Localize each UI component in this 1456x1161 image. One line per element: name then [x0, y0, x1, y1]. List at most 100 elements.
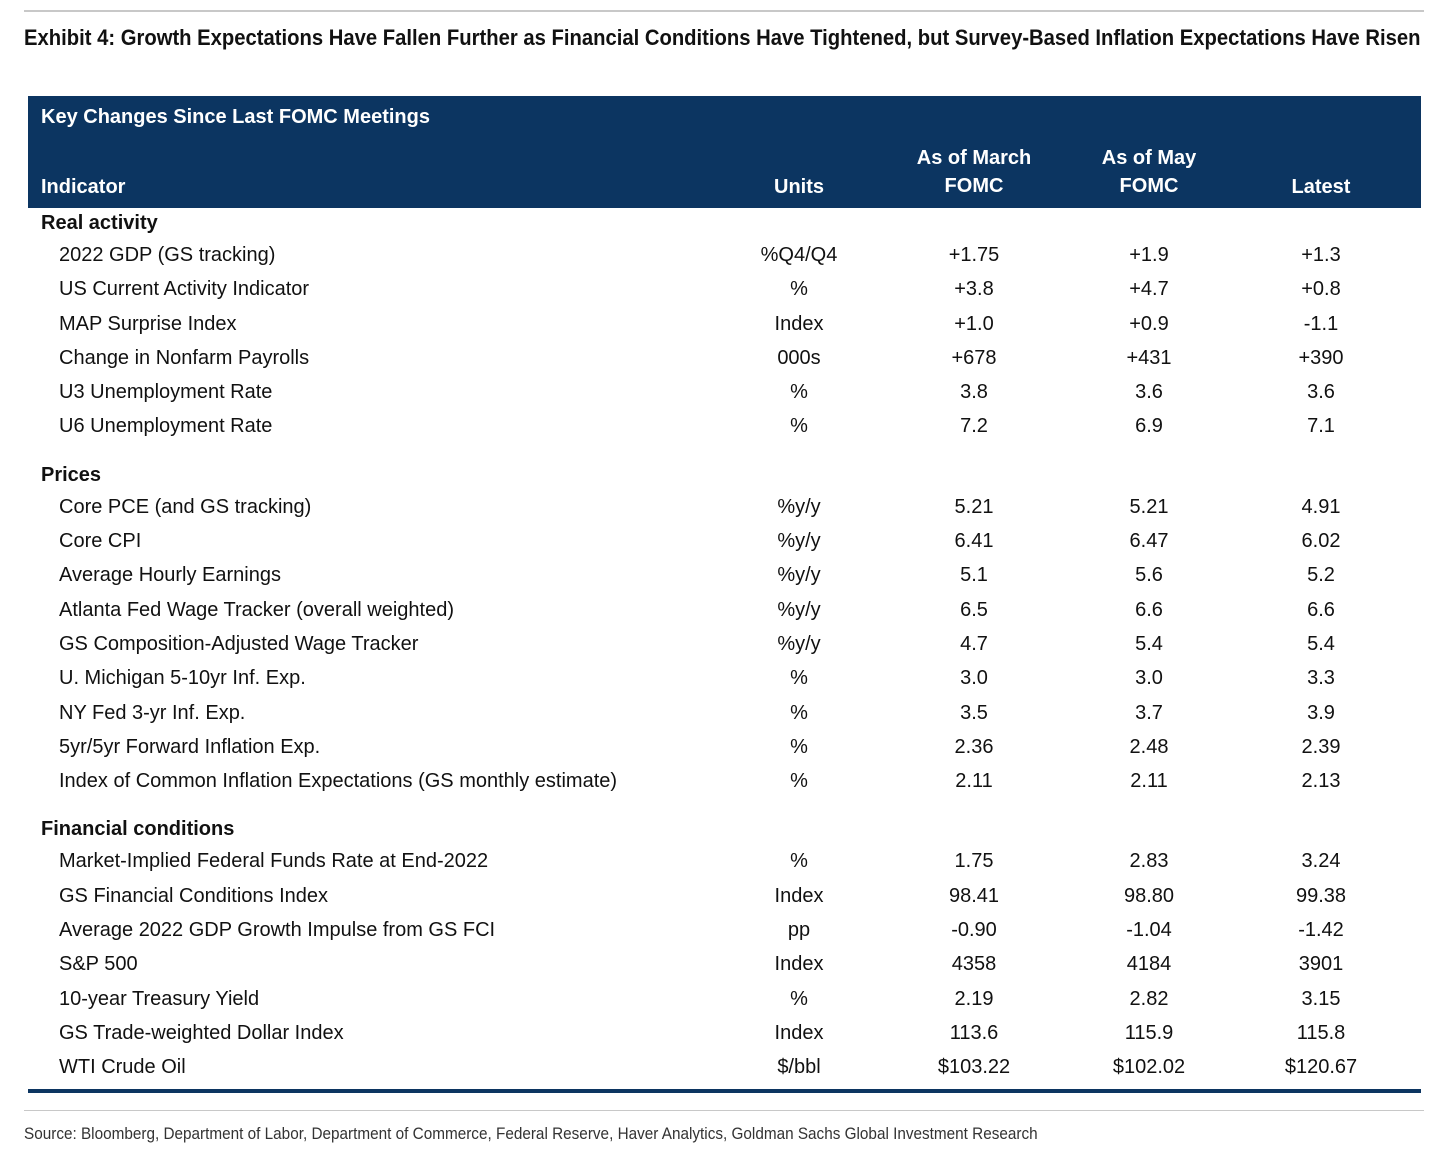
cell-units: %y/y	[777, 530, 821, 553]
cell-march: +1.75	[948, 244, 1000, 266]
cell-indicator: GS Composition-Adjusted Wage Tracker	[59, 632, 419, 655]
cell-indicator: U3 Unemployment Rate	[59, 381, 273, 404]
table-row: GS Composition-Adjusted Wage Tracker %y/y…	[28, 627, 1421, 661]
cell-latest: 3901	[1298, 953, 1344, 976]
cell-latest: 3.9	[1307, 701, 1335, 724]
table-row: US Current Activity Indicator% +3.8 +4.7 +0…	[28, 272, 1421, 306]
cell-may: +431	[1126, 346, 1172, 369]
table-row: 5yr/5yr Forward Inflation Exp.% 2.36 2.48 2…	[28, 730, 1421, 764]
cell-march: 4.7	[960, 632, 988, 655]
table-row: U. Michigan 5-10yr Inf. Exp.% 3.0 3.0 3.3	[28, 661, 1421, 695]
table-row: GS Financial Conditions Index Index 98.41 9…	[28, 879, 1421, 913]
table-row: Core PCE (and GS tracking) %y/y 5.21 5.21 4.…	[28, 490, 1421, 524]
cell-may: 2.48	[1129, 735, 1169, 758]
col-header-latest: Latest	[1291, 176, 1351, 198]
cell-units: %	[790, 667, 808, 690]
cell-may: +0.9	[1129, 312, 1169, 335]
table-row: MAP Surprise Index Index +1.0 +0.9 -1.1	[28, 307, 1421, 341]
cell-latest: +1.3	[1301, 244, 1341, 266]
cell-march: 6.41	[954, 530, 994, 553]
cell-latest: 3.3	[1307, 667, 1335, 690]
cell-indicator: Core PCE (and GS tracking)	[59, 495, 312, 518]
cell-march: 98.41	[948, 884, 1000, 907]
cell-latest: 5.4	[1307, 632, 1335, 655]
table-subtitle: Key Changes Since Last FOMC Meetings	[41, 106, 430, 128]
cell-latest: 2.39	[1301, 735, 1341, 758]
cell-indicator: Market-Implied Federal Funds Rate at End…	[59, 850, 489, 873]
cell-march: 5.1	[960, 564, 988, 587]
cell-may: -1.04	[1126, 919, 1172, 942]
cell-latest: +390	[1298, 346, 1344, 369]
cell-latest: 3.24	[1301, 850, 1341, 873]
cell-latest: $120.67	[1284, 1056, 1358, 1079]
col-header-march: As of March FOMC	[916, 147, 1032, 197]
cell-may: 3.7	[1135, 701, 1163, 724]
cell-may: 5.6	[1135, 564, 1163, 587]
cell-units: %y/y	[777, 564, 821, 587]
cell-march: 6.5	[960, 598, 988, 621]
table-row: Average 2022 GDP Growth Impulse from GS …	[28, 913, 1421, 947]
table-body: Real activity 2022 GDP (GS tracking) %Q4/Q…	[28, 208, 1421, 1085]
table-row: U3 Unemployment Rate% 3.8 3.6 3.6	[28, 375, 1421, 409]
cell-latest: 3.15	[1301, 987, 1341, 1010]
col-header-may: As of May FOMC	[1101, 147, 1197, 197]
cell-indicator: Atlanta Fed Wage Tracker (overall weight…	[59, 598, 454, 621]
table-row: Market-Implied Federal Funds Rate at End…	[28, 844, 1421, 878]
section-gap	[28, 444, 1421, 460]
cell-units: 000s	[777, 346, 821, 369]
cell-indicator: MAP Surprise Index	[59, 312, 237, 335]
cell-latest: 99.38	[1295, 884, 1347, 907]
table-row: Change in Nonfarm Payrolls 000s +678 +431 +3…	[28, 341, 1421, 375]
table-row: NY Fed 3-yr Inf. Exp.% 3.5 3.7 3.9	[28, 696, 1421, 730]
source-note: Source: Bloomberg, Department of Labor, …	[24, 1124, 1038, 1143]
cell-latest: 6.02	[1301, 530, 1341, 553]
table-row: Average Hourly Earnings %y/y 5.1 5.6 5.2	[28, 558, 1421, 592]
cell-may: +4.7	[1129, 278, 1169, 301]
table-row: 10-year Treasury Yield% 2.19 2.82 3.15	[28, 982, 1421, 1016]
cell-units: $/bbl	[777, 1056, 821, 1079]
section-title: Financial conditions	[41, 818, 235, 841]
cell-may: 6.47	[1129, 530, 1169, 553]
cell-units: %	[790, 850, 808, 873]
cell-units: %	[790, 381, 808, 404]
cell-march: -0.90	[951, 919, 997, 942]
cell-indicator: U6 Unemployment Rate	[59, 415, 273, 438]
cell-indicator: 5yr/5yr Forward Inflation Exp.	[59, 735, 321, 758]
cell-march: 1.75	[954, 850, 994, 873]
cell-indicator: GS Trade-weighted Dollar Index	[59, 1021, 344, 1044]
table-row: Core CPI %y/y 6.41 6.47 6.02	[28, 524, 1421, 558]
cell-indicator: 10-year Treasury Yield	[59, 987, 260, 1010]
cell-units: %	[790, 770, 808, 793]
cell-indicator: Core CPI	[59, 530, 142, 553]
cell-units: %Q4/Q4	[760, 244, 838, 266]
cell-units: %	[790, 701, 808, 724]
top-rule	[24, 10, 1424, 12]
cell-units: %y/y	[777, 495, 821, 518]
source-rule	[24, 1110, 1424, 1111]
table-header: Key Changes Since Last FOMC Meetings Ind…	[28, 96, 1421, 208]
cell-march: 4358	[951, 953, 997, 976]
cell-may: +1.9	[1129, 244, 1169, 266]
cell-march: +3.8	[954, 278, 994, 301]
table-row: U6 Unemployment Rate% 7.2 6.9 7.1	[28, 409, 1421, 443]
section-prices: Prices Core PCE (and GS tracking) %y/y 5.21…	[28, 460, 1421, 799]
cell-may: 6.6	[1135, 598, 1163, 621]
cell-latest: 7.1	[1307, 415, 1335, 438]
cell-march: 2.36	[954, 735, 994, 758]
cell-march: 3.0	[960, 667, 988, 690]
fomc-table: Key Changes Since Last FOMC Meetings Ind…	[28, 96, 1421, 1085]
cell-units: %	[790, 735, 808, 758]
cell-indicator: Average Hourly Earnings	[59, 564, 281, 587]
table-row: WTI Crude Oil $/bbl $103.22 $102.02 $120.67	[28, 1050, 1421, 1084]
cell-units: %y/y	[777, 632, 821, 655]
cell-latest: -1.42	[1298, 919, 1344, 942]
cell-indicator: NY Fed 3-yr Inf. Exp.	[59, 701, 246, 724]
cell-indicator: WTI Crude Oil	[59, 1056, 186, 1079]
table-row: Atlanta Fed Wage Tracker (overall weight…	[28, 593, 1421, 627]
cell-may: 3.6	[1135, 381, 1163, 404]
cell-may: 115.9	[1124, 1021, 1174, 1044]
cell-march: 2.11	[955, 770, 993, 793]
cell-may: 2.83	[1129, 850, 1169, 873]
cell-march: 3.5	[960, 701, 988, 724]
cell-indicator: 2022 GDP (GS tracking)	[59, 244, 276, 266]
